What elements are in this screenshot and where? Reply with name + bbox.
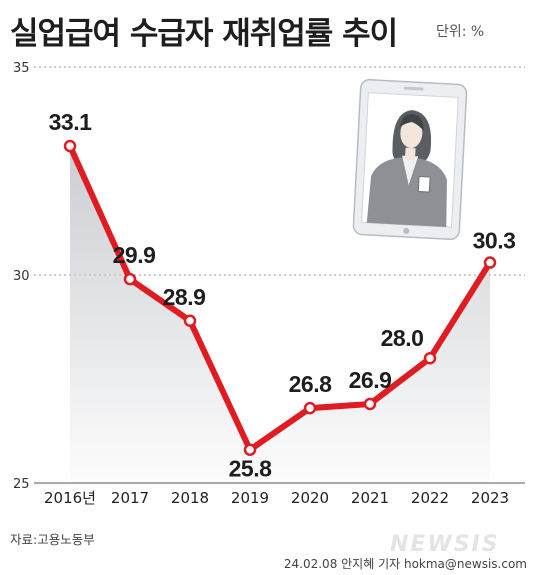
line-layer xyxy=(63,139,497,456)
data-point xyxy=(423,351,437,365)
data-label: 33.1 xyxy=(49,109,92,135)
area-layer xyxy=(70,146,490,484)
data-label: 25.8 xyxy=(229,456,272,482)
area-fill xyxy=(70,146,490,484)
source-note: 자료:고용노동부 xyxy=(10,532,95,547)
data-point xyxy=(483,256,497,269)
y-tick-label: 30 xyxy=(13,269,30,284)
data-label: 29.9 xyxy=(113,242,156,268)
data-label: 28.0 xyxy=(381,325,424,351)
data-point xyxy=(123,272,137,286)
data-label: 28.9 xyxy=(163,284,206,310)
data-point xyxy=(243,443,257,456)
x-tick-label: 2016년 xyxy=(44,489,96,507)
x-tick-label: 2023 xyxy=(471,489,509,507)
data-label: 26.8 xyxy=(289,371,332,397)
x-tick-label: 2019 xyxy=(231,489,269,507)
y-tick-label: 25 xyxy=(13,477,30,492)
id-badge-icon xyxy=(417,175,431,193)
data-point xyxy=(363,397,377,411)
x-tick-label: 2017 xyxy=(111,489,149,507)
x-tick-label: 2022 xyxy=(411,489,449,507)
x-tick-label: 2020 xyxy=(291,489,329,507)
tablet-home-button xyxy=(403,227,410,234)
data-label: 30.3 xyxy=(473,228,516,254)
person-icon xyxy=(366,110,447,228)
data-point xyxy=(303,401,317,415)
chart-title: 실업급여 수급자 재취업률 추이 xyxy=(10,16,398,52)
tablet-illustration xyxy=(352,79,468,240)
data-point xyxy=(63,139,77,153)
credit-line: 24.02.08 안지혜 기자 hokma@newsis.com xyxy=(283,557,527,571)
watermark-logo: NEWSIS xyxy=(390,532,500,557)
unit-label: 단위: % xyxy=(436,24,485,40)
x-tick-label: 2018 xyxy=(171,489,209,507)
x-tick-label: 2021 xyxy=(351,489,389,507)
label-layer: 33.1 29.9 28.9 25.8 26.8 26.9 28.0 30.3 xyxy=(49,109,516,482)
y-tick-label: 35 xyxy=(13,61,30,76)
series-line xyxy=(67,143,493,453)
data-point xyxy=(183,314,197,328)
tablet-camera xyxy=(403,86,424,91)
data-label: 26.9 xyxy=(349,367,392,393)
axis-layer: 2016년 2017 2018 2019 2020 2021 2022 2023 xyxy=(34,482,525,507)
